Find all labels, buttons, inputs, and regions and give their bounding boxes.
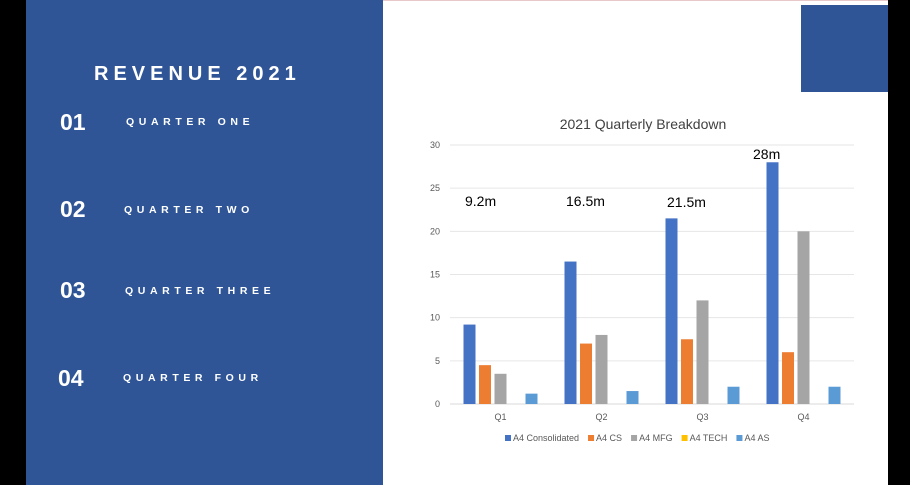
legend-swatch: [631, 435, 638, 441]
quarter-number: 04: [58, 365, 84, 391]
y-tick-label: 20: [430, 226, 440, 236]
bar: [525, 393, 538, 404]
bar: [727, 386, 740, 404]
bar: [479, 365, 491, 404]
legend-swatch: [505, 435, 511, 441]
annotations: 9.2m 16.5m 21.5m 28m: [465, 146, 780, 210]
quarter-label: QUARTER ONE: [126, 116, 255, 128]
legend-swatch: [736, 435, 743, 441]
grid-lines: [450, 144, 854, 405]
bar: [626, 391, 639, 404]
bar: [665, 218, 678, 404]
y-tick-label: 25: [430, 183, 440, 193]
legend-label: A4 Consolidated: [513, 433, 579, 443]
bar: [828, 386, 841, 404]
bar: [463, 324, 476, 404]
left-panel: REVENUE 2021 01 QUARTER ONE 02 QUARTER T…: [26, 0, 383, 485]
x-tick-label: Q1: [494, 412, 506, 422]
bar: [782, 352, 794, 404]
y-tick-label: 10: [430, 313, 440, 323]
legend-label: A4 AS: [744, 433, 769, 443]
x-tick-label: Q3: [696, 412, 708, 422]
bar: [766, 162, 779, 404]
legend-swatch: [681, 435, 688, 441]
data-annotation: 9.2m: [465, 193, 496, 209]
bars: [463, 162, 841, 404]
chart-title: 2021 Quarterly Breakdown: [560, 116, 727, 132]
legend-label: A4 CS: [596, 433, 622, 443]
data-annotation: 16.5m: [566, 193, 605, 209]
quarter-number: 02: [60, 196, 86, 222]
data-annotation: 21.5m: [667, 194, 706, 210]
bar: [580, 343, 592, 404]
quarter-label: QUARTER FOUR: [123, 372, 263, 384]
legend-label: A4 MFG: [639, 433, 673, 443]
legend-swatch: [588, 435, 595, 441]
quarter-label: QUARTER THREE: [125, 285, 276, 297]
y-axis: 0 5 10 15 20 25 30: [430, 140, 440, 409]
top-rule: [26, 0, 888, 1]
slide: REVENUE 2021 01 QUARTER ONE 02 QUARTER T…: [26, 0, 888, 485]
bar: [797, 231, 810, 404]
bar: [681, 339, 693, 404]
quarter-number: 03: [60, 277, 86, 303]
quarterly-bar-chart: 2021 Quarterly Breakdown 0 5 10 15 20 25 30 9.…: [430, 116, 854, 443]
corner-accent-block: [801, 5, 888, 92]
y-tick-label: 5: [435, 356, 440, 366]
bar: [564, 261, 577, 404]
data-annotation: 28m: [753, 146, 780, 162]
quarter-label: QUARTER TWO: [124, 204, 254, 216]
x-tick-label: Q4: [797, 412, 809, 422]
slide-title: REVENUE 2021: [94, 63, 301, 85]
legend: A4 Consolidated A4 CS A4 MFG A4 TECH A4 AS: [505, 433, 769, 443]
y-tick-label: 30: [430, 140, 440, 150]
x-tick-label: Q2: [595, 412, 607, 422]
legend-label: A4 TECH: [690, 433, 728, 443]
bar: [494, 373, 507, 404]
y-tick-label: 0: [435, 399, 440, 409]
quarter-number: 01: [60, 109, 86, 135]
y-tick-label: 15: [430, 270, 440, 280]
bar: [595, 334, 608, 404]
bar: [696, 300, 709, 404]
x-axis: Q1 Q2 Q3 Q4: [494, 412, 809, 422]
